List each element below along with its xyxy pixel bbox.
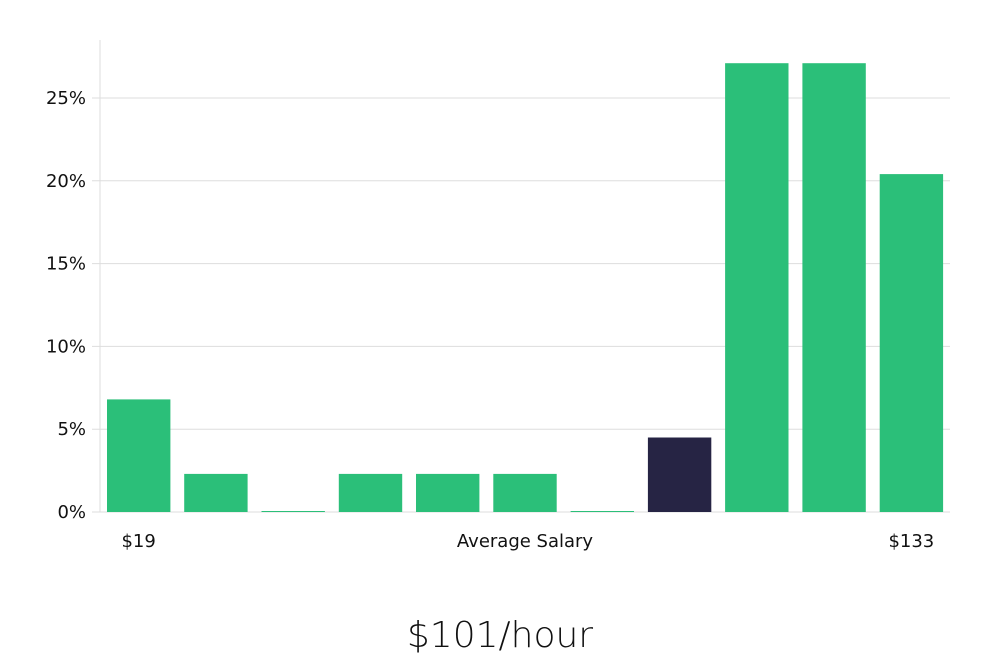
bar: [261, 511, 325, 512]
x-axis-label: Average Salary: [457, 531, 594, 552]
y-tick-label: 25%: [46, 88, 86, 109]
bars: [107, 63, 944, 512]
x-end-label: $133: [888, 531, 934, 552]
bar: [107, 399, 171, 512]
bar: [493, 473, 557, 512]
y-tick-label: 0%: [57, 502, 86, 523]
bar: [879, 174, 944, 512]
y-tick-label: 15%: [46, 254, 86, 275]
bar: [725, 63, 789, 512]
x-start-label: $19: [121, 531, 155, 552]
y-tick-label: 5%: [57, 419, 86, 440]
bar: [802, 63, 866, 512]
bar: [570, 511, 634, 512]
bar: [416, 473, 480, 512]
y-tick-label: 20%: [46, 171, 86, 192]
y-tick-label: 10%: [46, 336, 86, 357]
bar: [338, 473, 403, 512]
highlighted-bar: [647, 437, 712, 512]
bar: [184, 473, 248, 512]
average-hourly-salary: $101/hour: [407, 615, 593, 656]
y-tick-labels: 0% 5% 10% 15% 20% 25%: [46, 88, 86, 523]
